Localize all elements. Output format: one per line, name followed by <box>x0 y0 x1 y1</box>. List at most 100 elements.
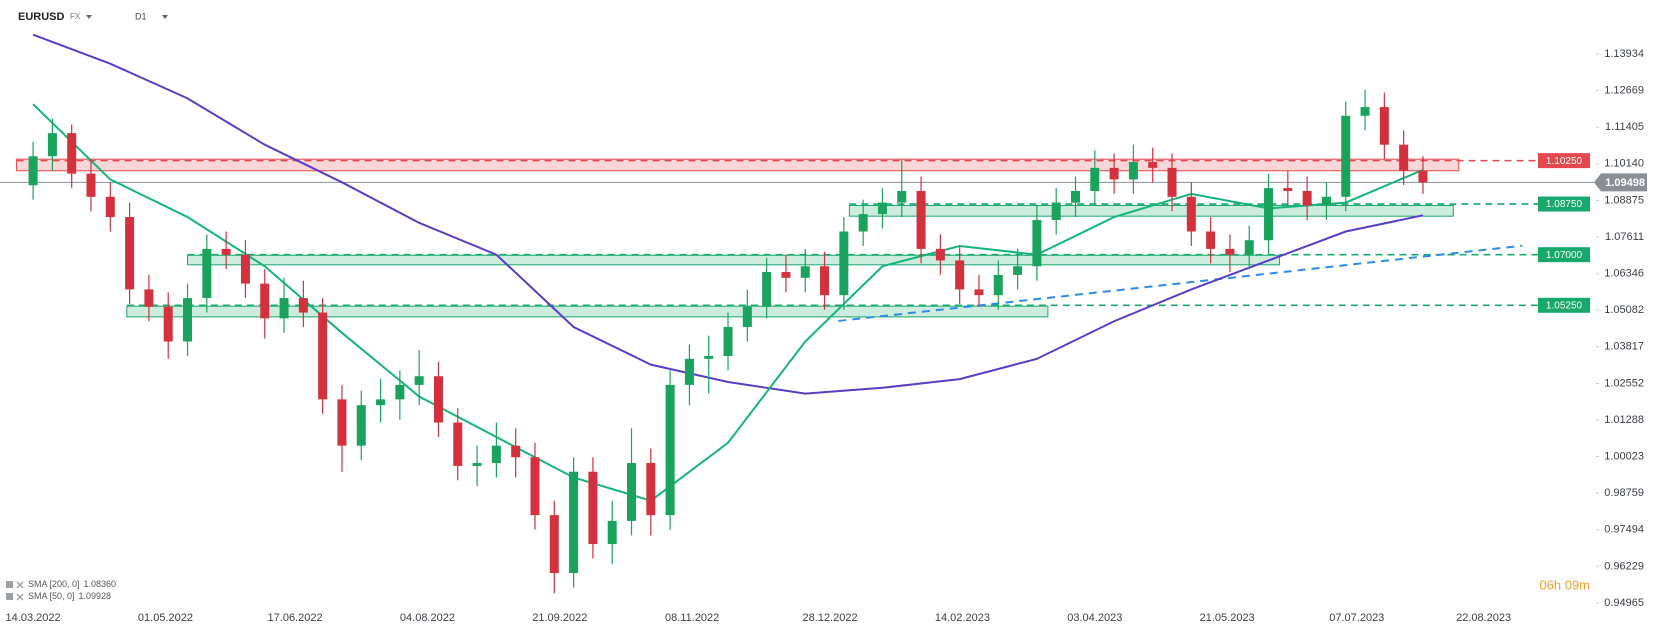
legend-remove[interactable] <box>16 593 24 601</box>
candle-body <box>935 248 945 261</box>
candle-body <box>588 471 598 545</box>
plot-area: 1.10250 1.08750 1.07000 1.05250 1.09498 <box>0 33 1647 594</box>
candle-body <box>800 266 810 278</box>
last-price-box <box>1594 173 1647 192</box>
y-tick-label: 1.07611 <box>1605 231 1644 243</box>
candle-body <box>1070 191 1080 203</box>
candle-body <box>1167 167 1177 197</box>
legend-remove[interactable] <box>16 581 24 589</box>
candle-body <box>144 289 154 307</box>
x-tick-label: 14.03.2022 <box>6 612 61 624</box>
candle-body <box>1090 167 1100 192</box>
y-tick-label: 1.11405 <box>1605 121 1644 133</box>
candle-body <box>395 384 405 400</box>
candle-body <box>511 445 521 458</box>
candle-body <box>1418 170 1428 183</box>
candle-body <box>1206 231 1216 249</box>
candle-body <box>491 445 501 464</box>
candle-body <box>183 298 193 342</box>
x-tick-label: 21.09.2022 <box>532 612 587 624</box>
level-zone <box>16 158 1460 172</box>
y-tick-label: 0.96229 <box>1604 560 1644 572</box>
candle-body <box>260 283 270 319</box>
legend-icon <box>6 581 13 588</box>
candle-body <box>163 306 173 342</box>
candle-body <box>607 520 617 545</box>
candle-body <box>974 289 984 296</box>
level-label: 1.10250 <box>1546 156 1583 167</box>
candle-body <box>993 274 1003 296</box>
candle-body <box>1051 202 1061 220</box>
symbol[interactable]: EURUSD <box>18 11 65 23</box>
level-label-box <box>1538 196 1590 212</box>
candle-body <box>221 248 231 255</box>
level-label: 1.07000 <box>1546 250 1583 261</box>
symbol-dropdown[interactable] <box>86 15 92 19</box>
candle-body <box>433 376 443 423</box>
candle-body <box>202 248 212 299</box>
candle-body <box>916 191 926 249</box>
candle-body <box>1321 196 1331 206</box>
level-label-box <box>1538 153 1590 169</box>
candle-body <box>1186 196 1196 232</box>
market: FX <box>70 12 81 21</box>
header: EURUSD FX D1 <box>18 11 168 23</box>
candle-body <box>1264 188 1274 241</box>
legend-entry: SMA [200, 0] 1.08360 <box>28 579 116 589</box>
candle-body <box>1109 167 1119 180</box>
y-tick-label: 1.08875 <box>1604 194 1644 206</box>
y-tick-label: 1.02552 <box>1604 377 1644 389</box>
legend-entry: SMA [50, 0] 1.09928 <box>28 591 111 601</box>
candle-body <box>1148 162 1158 168</box>
candle-body <box>762 272 772 307</box>
x-tick-label: 04.08.2022 <box>400 612 455 624</box>
interval-dropdown[interactable] <box>162 15 168 19</box>
level-zone <box>126 305 1049 318</box>
candle-body <box>839 231 849 296</box>
sma-line <box>32 33 1424 395</box>
candle-body <box>742 306 752 328</box>
interval[interactable]: D1 <box>135 11 147 21</box>
level-zone <box>187 254 1281 266</box>
candle-body <box>1128 162 1138 180</box>
level-label-box <box>1538 297 1590 313</box>
y-tick-label: 1.00023 <box>1604 450 1644 462</box>
x-tick-label: 28.12.2022 <box>803 612 858 624</box>
candle-body <box>279 298 289 319</box>
trendline <box>838 244 1523 322</box>
candle-body <box>240 254 250 284</box>
candle-body <box>453 422 463 466</box>
x-tick-label: 08.11.2022 <box>665 612 719 624</box>
x-tick-label: 14.02.2023 <box>935 612 990 624</box>
y-tick-label: 1.10140 <box>1604 158 1644 170</box>
candle-body <box>646 463 656 516</box>
candle-body <box>125 217 135 290</box>
legend-name: SMA [200, 0] <box>28 579 80 589</box>
candle-body <box>897 191 907 203</box>
x-tick-label: 22.08.2023 <box>1456 612 1511 624</box>
candle-body <box>549 515 559 574</box>
candle-body <box>684 358 694 385</box>
y-tick-label: 0.98759 <box>1604 487 1644 499</box>
x-tick-label: 03.04.2023 <box>1067 612 1122 624</box>
x-tick-label: 07.07.2023 <box>1329 612 1384 624</box>
candle-body <box>318 312 328 400</box>
candle-body <box>1032 219 1042 267</box>
candle-body <box>1302 191 1312 206</box>
legend-value: 1.08360 <box>84 579 117 589</box>
candle-body <box>298 298 308 313</box>
legend-name: SMA [50, 0] <box>28 591 75 601</box>
candle-body <box>67 133 77 174</box>
level-label: 1.05250 <box>1546 300 1583 311</box>
x-tick-label: 01.05.2022 <box>138 612 193 624</box>
candle-body <box>28 156 38 186</box>
candle-body <box>877 202 887 215</box>
last-price-label: 1.09498 <box>1605 177 1645 189</box>
x-tick-label: 17.06.2022 <box>268 612 323 624</box>
candle-body <box>781 272 791 278</box>
candle-body <box>704 355 714 359</box>
y-tick-label: 1.06346 <box>1604 268 1644 280</box>
